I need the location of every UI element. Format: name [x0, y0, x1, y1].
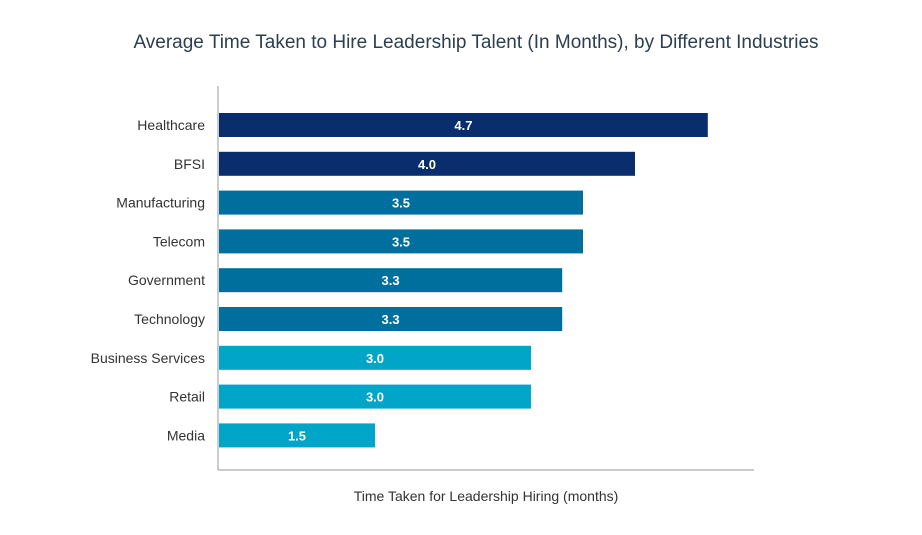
- bar-retail: [219, 384, 531, 409]
- bar-media: [219, 423, 375, 448]
- category-label: Telecom: [153, 233, 205, 249]
- bar-value-label: 4.0: [418, 157, 436, 172]
- bar-value-label: 3.0: [366, 390, 384, 405]
- category-label: Retail: [169, 389, 205, 405]
- category-label: Government: [128, 272, 205, 288]
- x-axis-title: Time Taken for Leadership Hiring (months…: [354, 488, 619, 504]
- bar-bfsi: [219, 151, 635, 176]
- category-label: Media: [167, 427, 205, 443]
- category-label: Manufacturing: [116, 195, 205, 211]
- bar-healthcare: [219, 113, 708, 137]
- bar-value-label: 4.7: [454, 118, 472, 133]
- bar-value-label: 3.3: [382, 273, 400, 288]
- bars-group: 4.7 Healthcare 4.0 BFSI 3.5 Manufacturing 3.5 T…: [91, 113, 708, 448]
- bar-telecom: [219, 229, 583, 254]
- category-label: Business Services: [91, 350, 205, 366]
- bar-value-label: 3.3: [382, 312, 400, 327]
- bar-manufacturing: [219, 190, 583, 215]
- category-label: Healthcare: [137, 117, 205, 133]
- bar-business-services: [219, 345, 531, 370]
- bar-value-label: 3.0: [366, 351, 384, 366]
- bar-value-label: 1.5: [288, 428, 306, 443]
- chart-title: Average Time Taken to Hire Leadership Ta…: [133, 32, 818, 53]
- category-label: BFSI: [174, 156, 205, 172]
- bar-government: [219, 268, 563, 293]
- category-label: Technology: [134, 311, 205, 327]
- bar-value-label: 3.5: [392, 234, 410, 249]
- bar-technology: [219, 307, 563, 331]
- bar-value-label: 3.5: [392, 196, 410, 211]
